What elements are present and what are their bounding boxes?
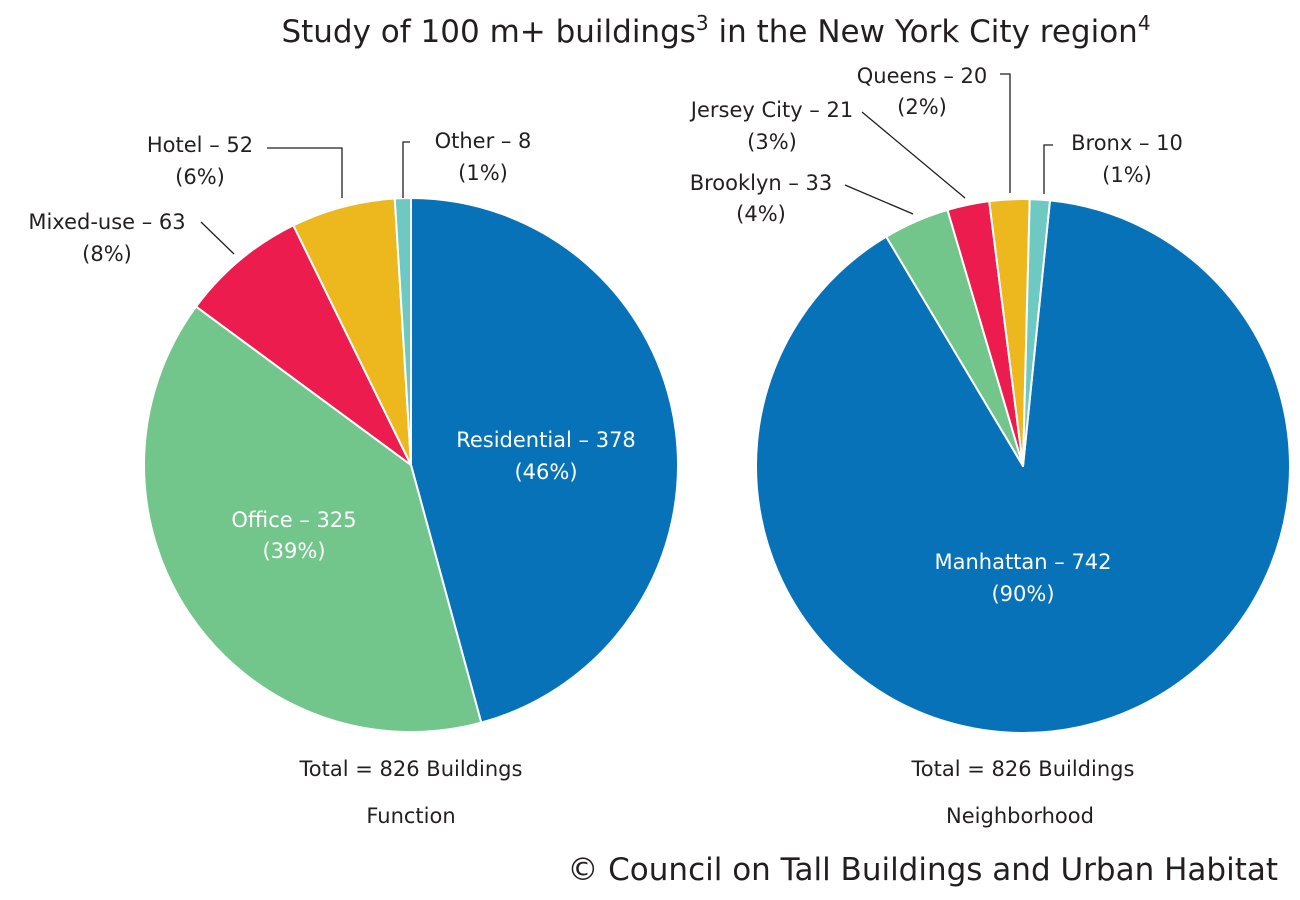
function-pie	[143, 197, 679, 733]
chart-title: Study of 100 m+ buildings3 in the New Yo…	[281, 11, 1150, 50]
neighborhood-pie	[755, 198, 1291, 734]
title-function: Function	[366, 804, 455, 828]
pct-bronx: (1%)	[1102, 163, 1152, 187]
leader-mixed-use	[200, 221, 235, 255]
pct-brooklyn: (4%)	[736, 202, 786, 226]
slice-other	[393, 197, 412, 466]
label-queens: Queens – 20	[857, 64, 988, 88]
pct-office: (39%)	[262, 539, 325, 563]
leader-brooklyn	[844, 184, 914, 215]
leader-other	[402, 141, 410, 198]
pct-residential: (46%)	[514, 460, 577, 484]
total-function: Total = 826 Buildings	[299, 757, 523, 781]
pct-queens: (2%)	[897, 95, 947, 119]
label-jersey-city: Jersey City – 21	[689, 98, 853, 122]
label-hotel: Hotel – 52	[147, 133, 253, 157]
pct-manhattan: (90%)	[991, 582, 1054, 606]
leader-queens	[1000, 73, 1011, 193]
label-office: Office – 325	[231, 508, 356, 532]
label-manhattan: Manhattan – 742	[934, 550, 1111, 574]
label-residential: Residential – 378	[456, 428, 636, 452]
label-other: Other – 8	[435, 129, 532, 153]
label-brooklyn: Brooklyn – 33	[690, 171, 833, 195]
copyright: © Council on Tall Buildings and Urban Ha…	[567, 852, 1278, 888]
pct-other: (1%)	[458, 161, 508, 185]
leader-hotel	[267, 147, 343, 198]
pct-jersey-city: (3%)	[747, 130, 797, 154]
label-mixed-use: Mixed-use – 63	[28, 210, 185, 234]
slice-office	[143, 305, 483, 733]
total-neighborhood: Total = 826 Buildings	[911, 757, 1135, 781]
leader-jersey-city	[861, 111, 966, 199]
pct-hotel: (6%)	[175, 165, 225, 189]
leader-bronx	[1043, 144, 1053, 194]
label-bronx: Bronx – 10	[1071, 131, 1183, 155]
pct-mixed-use: (8%)	[82, 242, 132, 266]
slice-mixed-use	[195, 224, 412, 466]
slice-bronx	[1022, 198, 1051, 467]
leader-lines	[200, 73, 1053, 255]
slice-residential	[410, 197, 679, 724]
title-neighborhood: Neighborhood	[946, 804, 1094, 828]
